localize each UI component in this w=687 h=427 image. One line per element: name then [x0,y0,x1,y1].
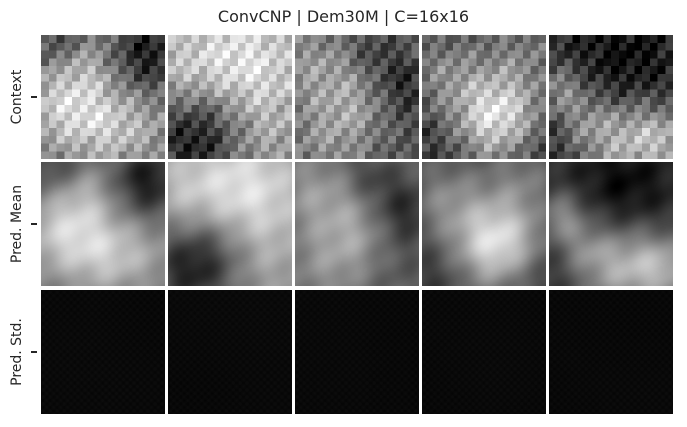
std-image-5 [549,290,673,414]
context-image-4 [422,35,546,159]
std-panel-4 [422,290,546,414]
row-tick-std [31,351,37,353]
std-panel-3 [295,290,419,414]
mean-image-3 [295,162,419,286]
mean-image-1 [41,162,165,286]
row-label-mean: Pred. Mean [9,184,25,264]
context-image-1 [41,35,165,159]
row-label-context: Context [9,69,25,125]
std-image-4 [422,290,546,414]
mean-image-5 [549,162,673,286]
row-tick-context [31,96,37,98]
mean-image-2 [168,162,292,286]
mean-panel-5 [549,162,673,286]
mean-panel-3 [295,162,419,286]
std-image-2 [168,290,292,414]
std-panel-1 [41,290,165,414]
context-panel-5 [549,35,673,159]
std-panel-2 [168,290,292,414]
row-tick-mean [31,223,37,225]
mean-panel-1 [41,162,165,286]
std-panel-5 [549,290,673,414]
context-panel-3 [295,35,419,159]
std-image-1 [41,290,165,414]
mean-panel-2 [168,162,292,286]
mean-panel-4 [422,162,546,286]
std-image-3 [295,290,419,414]
row-label-std: Pred. Std. [9,318,25,386]
context-image-2 [168,35,292,159]
context-panel-1 [41,35,165,159]
mean-image-4 [422,162,546,286]
context-image-5 [549,35,673,159]
figure-title: ConvCNP | Dem30M | C=16x16 [217,7,470,26]
image-grid [41,35,675,414]
context-panel-2 [168,35,292,159]
context-panel-4 [422,35,546,159]
context-image-3 [295,35,419,159]
